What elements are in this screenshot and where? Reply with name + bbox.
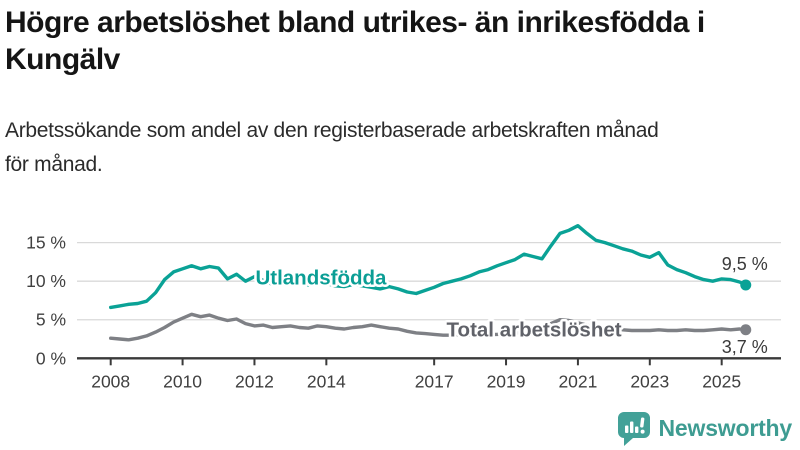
page-title: Högre arbetslöshet bland utrikes- än inr… [5,6,705,76]
x-axis-tick-label: 2023 [630,371,669,391]
x-axis-tick-label: 2008 [91,371,130,391]
unemployment-line-chart: 0 % 5 % 10 % 15 % 2008 2010 2012 2014 2017 2019 20… [26,224,781,391]
series-line-utlandsf-dda [108,224,748,310]
newsworthy-logo: Newsworthy [617,411,793,446]
y-axis-tick-label: 0 % [36,348,66,368]
series-label: Utlandsfödda [255,266,387,289]
series-line-total-arbetsl-shet [108,312,748,342]
x-axis-tick-label: 2014 [307,371,346,391]
x-axis-tick-label: 2017 [415,371,454,391]
newsworthy-bubble-bar-chart-icon [617,412,650,446]
series-end-value-label: 3,7 % [722,337,768,357]
series-end-dot [740,324,752,336]
x-axis-tick-label: 2021 [558,371,597,391]
chart-header: Högre arbetslöshet bland utrikes- än inr… [5,4,797,182]
y-axis-tick-label: 5 % [36,310,66,330]
chart-subtitle: Arbetssökande som andel av den registerb… [5,119,659,176]
x-axis-tick-label: 2019 [487,371,526,391]
x-axis-tick-label: 2010 [163,371,202,391]
y-axis-tick-label: 10 % [26,271,66,291]
x-axis-tick-label: 2025 [702,371,741,391]
x-axis-tick-label: 2012 [235,371,274,391]
newsworthy-wordmark: Newsworthy [658,415,793,441]
series-end-dot [740,279,752,291]
series-label: Total arbetslöshet [447,318,622,341]
series-end-value-label: 9,5 % [722,254,768,274]
y-axis-tick-label: 15 % [26,233,66,253]
